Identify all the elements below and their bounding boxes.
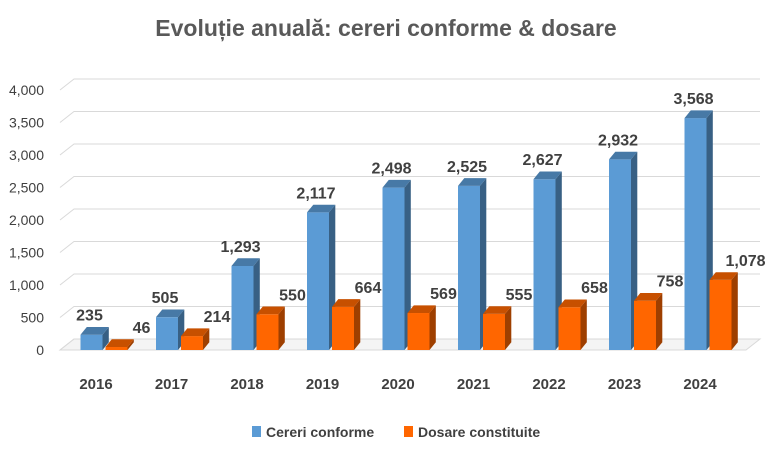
x-tick-label: 2023 [608, 376, 641, 393]
data-label-cereri: 3,568 [673, 91, 713, 108]
bar-cereri-conforme [231, 258, 260, 350]
data-label-cereri: 2,498 [371, 161, 411, 178]
gridline [59, 273, 760, 286]
y-tick-label: 1,500 [9, 245, 44, 261]
gridline [59, 78, 760, 91]
data-label-dosare: 555 [506, 287, 533, 304]
x-tick-label: 2016 [79, 376, 112, 393]
data-label-dosare: 758 [657, 274, 684, 291]
data-label-dosare: 658 [581, 280, 608, 297]
data-label-dosare: 569 [430, 286, 457, 303]
x-tick-label: 2024 [683, 376, 717, 393]
bar-cereri-conforme [382, 179, 411, 350]
data-label-cereri: 1,293 [220, 239, 260, 256]
bar-cereri-conforme [80, 327, 109, 350]
bars [80, 110, 738, 350]
y-tick-label: 3,500 [9, 115, 44, 131]
y-axis: 0 500 1,000 1,500 2,000 2,500 3,000 3,500 4,000 [9, 82, 44, 358]
x-tick-label: 2018 [230, 376, 263, 393]
bar-cereri-conforme [609, 151, 638, 350]
legend-swatch [404, 426, 413, 437]
legend-label: Dosare constituite [418, 424, 540, 440]
bar-cereri-conforme [684, 110, 713, 350]
y-tick-label: 3,000 [9, 147, 44, 163]
data-label-cereri: 235 [76, 308, 103, 325]
x-tick-label: 2019 [306, 376, 339, 393]
x-tick-label: 2022 [532, 376, 565, 393]
bar-dosare-constituite [181, 328, 210, 350]
x-tick-label: 2020 [381, 376, 414, 393]
data-label-dosare: 664 [355, 280, 382, 297]
gridline [59, 143, 760, 156]
y-tick-label: 4,000 [9, 82, 44, 98]
bar-dosare-constituite [256, 306, 285, 350]
x-tick-label: 2021 [457, 376, 490, 393]
data-label-cereri: 2,627 [522, 152, 562, 169]
data-label-cereri: 505 [152, 290, 179, 307]
y-tick-label: 500 [21, 310, 45, 326]
y-tick-label: 1,000 [9, 277, 44, 293]
legend: Cereri conforme Dosare constituite [252, 424, 540, 440]
bar-dosare-constituite [407, 305, 436, 350]
legend-label: Cereri conforme [266, 424, 374, 440]
data-label-dosare: 550 [279, 287, 306, 304]
gridline [59, 306, 760, 318]
data-label-dosare: 214 [204, 309, 231, 326]
bar-dosare-constituite [634, 293, 663, 350]
legend-swatch [252, 426, 261, 437]
bar-cereri-conforme [156, 309, 185, 350]
chart-title: Evoluție anuală: cereri conforme & dosar… [155, 15, 616, 42]
bar-dosare-constituite [483, 306, 512, 350]
data-label-cereri: 2,525 [447, 159, 487, 176]
gridline [59, 338, 760, 351]
gridline [59, 241, 760, 253]
x-axis: 2016 2017 2018 2019 2020 2021 2022 2023 2024 [79, 376, 717, 393]
gridline [59, 176, 760, 188]
y-tick-label: 2,500 [9, 180, 44, 196]
x-tick-label: 2017 [155, 376, 188, 393]
data-label-cereri: 2,117 [296, 185, 335, 202]
gridline [59, 208, 760, 221]
y-tick-label: 0 [36, 342, 44, 358]
bar-cereri-conforme [458, 178, 487, 350]
data-label-dosare: 1,078 [725, 253, 765, 270]
gridline [59, 111, 760, 123]
bar-dosare-constituite [558, 299, 587, 350]
bar-dosare-constituite [709, 272, 738, 350]
bar-dosare-constituite [105, 339, 134, 350]
y-tick-label: 2,000 [9, 212, 44, 228]
data-label-dosare: 46 [133, 320, 151, 337]
bar-cereri-conforme [533, 171, 562, 350]
bar-cereri-conforme [307, 204, 336, 350]
data-label-cereri: 2,932 [598, 132, 638, 149]
bar-dosare-constituite [332, 299, 361, 350]
